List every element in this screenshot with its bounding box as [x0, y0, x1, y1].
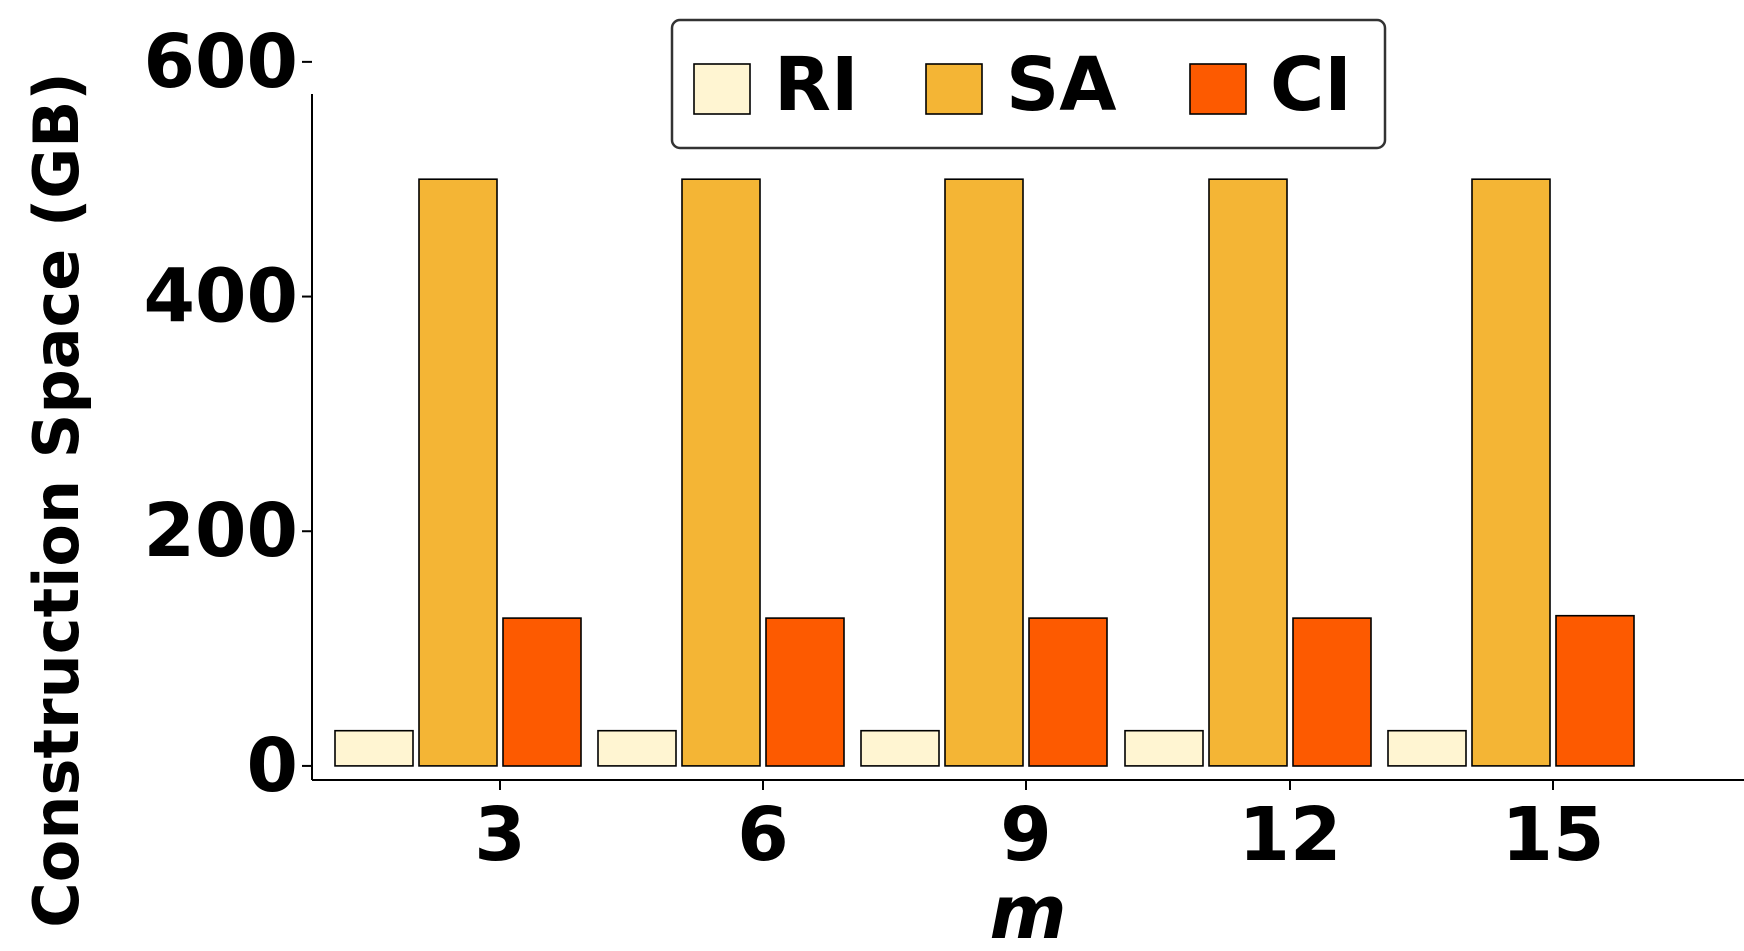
legend-label-sa: SA — [1006, 42, 1117, 128]
legend-label-ri: RI — [774, 42, 859, 128]
bar-ri-6 — [597, 729, 677, 767]
legend: RI SA CI — [670, 18, 1387, 150]
bar-ci-12 — [1292, 617, 1372, 767]
y-tick-label-200: 200 — [144, 488, 298, 574]
x-tick-label-15: 15 — [1502, 792, 1605, 878]
bar-ci-6 — [765, 617, 845, 767]
labels-layer: 0 200 400 600 3 6 9 12 15 m Construction Space (GB… — [20, 19, 1604, 951]
y-tick-label-400: 400 — [144, 254, 298, 340]
bar-ci-3 — [502, 617, 582, 767]
axes-layer — [302, 60, 1744, 790]
legend-swatch-ri — [693, 63, 751, 115]
bar-ri-12 — [1124, 729, 1204, 767]
y-tick-label-600: 600 — [144, 19, 298, 105]
bar-sa-12 — [1208, 178, 1288, 767]
bar-ri-9 — [860, 729, 940, 767]
y-tick-label-0: 0 — [247, 723, 299, 809]
x-tick-label-6: 6 — [737, 792, 789, 878]
x-tick-label-3: 3 — [474, 792, 526, 878]
bar-sa-9 — [944, 178, 1024, 767]
bar-ri-3 — [334, 729, 414, 767]
bar-sa-3 — [418, 178, 498, 767]
legend-swatch-sa — [925, 63, 983, 115]
x-tick-label-9: 9 — [1000, 792, 1052, 878]
legend-frame — [670, 18, 1387, 150]
legend-swatch-ci — [1189, 63, 1247, 115]
x-axis-title: m — [989, 870, 1066, 951]
bar-ri-15 — [1387, 729, 1467, 767]
bar-sa-6 — [681, 178, 761, 767]
bar-ci-15 — [1555, 614, 1635, 767]
y-axis-title: Construction Space (GB) — [20, 72, 93, 928]
bar-sa-15 — [1471, 178, 1551, 767]
x-tick-label-12: 12 — [1239, 792, 1342, 878]
bars-layer — [334, 178, 1635, 767]
bar-ci-9 — [1028, 617, 1108, 767]
legend-label-ci: CI — [1270, 42, 1352, 128]
